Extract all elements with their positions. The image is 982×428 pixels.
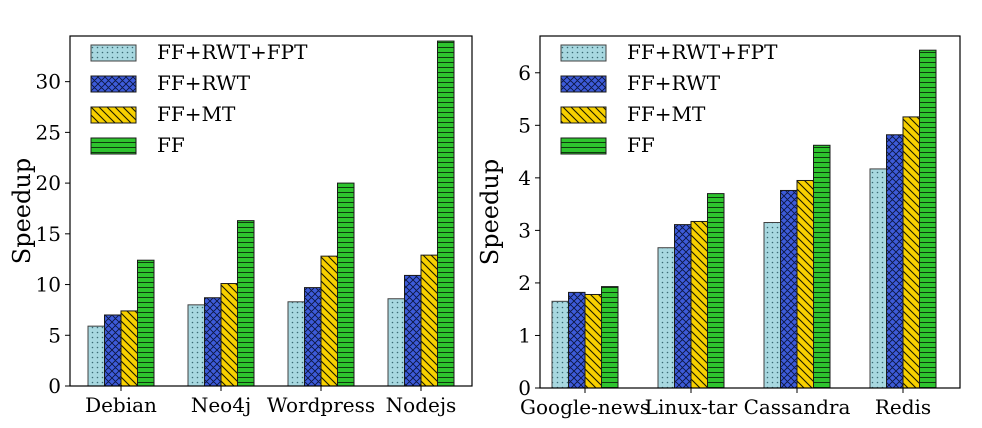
bar-ff-rwt-debian (104, 314, 122, 387)
bar-ff-rwt-redis (886, 134, 904, 389)
bar-ff-rwt-neo4j (204, 297, 222, 387)
y-tick-label: 4 (518, 166, 531, 190)
x-tick-label: Linux-tar (645, 395, 738, 419)
legend-label: FF+RWT+FPT (627, 40, 778, 64)
bar-ff-mt-nodejs (420, 254, 438, 387)
bar-ff-mt-wordpress (320, 255, 338, 387)
bar-ff-rwt-fpt-nodejs (387, 298, 405, 387)
bar-ff-mt-cassandra (796, 179, 814, 389)
bar-ff-rwt-nodejs (404, 274, 422, 387)
legend-swatch (560, 106, 607, 124)
y-tick-label: 0 (48, 374, 61, 398)
bar-ff-rwt-fpt-neo4j (187, 304, 205, 387)
y-tick-label: 1 (518, 323, 531, 347)
bar-ff-wordpress (337, 182, 355, 387)
bar-ff-rwt-cassandra (780, 189, 798, 389)
x-tick-label: Neo4j (191, 393, 251, 417)
plot-frame (69, 35, 473, 387)
bar-ff-mt-google-news (584, 293, 602, 389)
legend-swatch (560, 75, 607, 93)
y-tick-label: 25 (36, 120, 61, 144)
bar-ff-neo4j (237, 220, 255, 387)
legend-swatch (560, 137, 607, 155)
bar-ff-cassandra (813, 144, 831, 389)
legend-swatch (560, 44, 607, 62)
legend-label: FF+RWT+FPT (157, 40, 308, 64)
y-tick-label: 6 (518, 61, 531, 85)
bar-ff-nodejs (437, 40, 455, 387)
bar-ff-debian (137, 259, 155, 387)
bar-ff-mt-debian (120, 310, 138, 387)
y-tick-label: 30 (36, 70, 61, 94)
legend-swatch (90, 44, 137, 62)
chart-left: 0 5 10 15 20 25 30 Speedup Debian Neo4j Wordpress N… (8, 35, 473, 417)
legend-label: FF+RWT (157, 71, 251, 95)
x-tick-label: Google-news (520, 395, 650, 419)
x-tick-label: Debian (85, 393, 157, 417)
x-tick-label: Redis (875, 395, 931, 419)
legend-swatch (90, 75, 137, 93)
bar-ff-rwt-fpt-redis (869, 168, 887, 389)
y-tick-label: 20 (36, 171, 61, 195)
y-tick-label: 10 (36, 273, 61, 297)
bar-ff-mt-neo4j (220, 283, 238, 387)
bar-ff-rwt-fpt-debian (87, 325, 105, 387)
bar-ff-rwt-google-news (568, 291, 586, 389)
x-tick-label: Nodejs (386, 393, 457, 417)
y-axis-label: Speedup (8, 158, 36, 264)
y-tick-label: 5 (48, 323, 61, 347)
bar-ff-rwt-wordpress (304, 287, 322, 387)
plot-frame (539, 35, 961, 389)
bar-ff-rwt-linux-tar (674, 224, 692, 389)
bar-ff-rwt-fpt-wordpress (287, 301, 305, 387)
y-tick-label: 0 (518, 376, 531, 400)
bar-ff-mt-redis (902, 116, 920, 389)
legend-swatch (90, 137, 137, 155)
bar-ff-rwt-fpt-cassandra (763, 222, 781, 389)
legend-label: FF+MT (627, 102, 706, 126)
bar-ff-linux-tar (707, 193, 725, 389)
bar-ff-rwt-fpt-linux-tar (657, 247, 675, 389)
y-axis-label: Speedup (476, 159, 504, 265)
y-tick-label: 15 (36, 222, 61, 246)
legend-label: FF+MT (157, 102, 236, 126)
bar-ff-redis (919, 49, 937, 389)
bar-ff-rwt-fpt-google-news (551, 300, 569, 389)
bar-ff-google-news (601, 286, 619, 389)
y-tick-label: 5 (518, 113, 531, 137)
y-tick-label: 2 (518, 271, 531, 295)
legend-label: FF (157, 133, 185, 157)
y-tick-label: 3 (518, 218, 531, 242)
legend-label: FF (627, 133, 655, 157)
x-tick-label: Wordpress (267, 393, 375, 417)
bar-ff-mt-linux-tar (690, 220, 708, 389)
legend-label: FF+RWT (627, 71, 721, 95)
legend-swatch (90, 106, 137, 124)
x-tick-label: Cassandra (744, 395, 851, 419)
